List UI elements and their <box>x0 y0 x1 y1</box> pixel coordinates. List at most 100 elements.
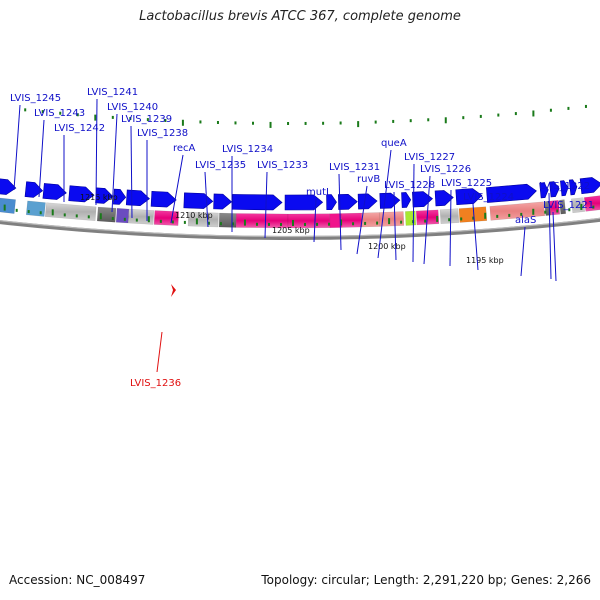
gc-tick <box>41 110 44 114</box>
gc-tick <box>392 119 395 123</box>
gc-tick <box>76 113 79 117</box>
cds-arrow <box>24 181 44 198</box>
gc-tick <box>339 121 342 125</box>
gc-tick <box>252 121 255 125</box>
cds-arrow <box>42 183 67 200</box>
gene-label: LVIS_1241 <box>87 87 138 98</box>
scale-tick <box>400 220 403 224</box>
leader-line <box>412 163 415 263</box>
feature-segment <box>25 200 46 217</box>
gc-tick <box>94 114 97 121</box>
gene-label: recA <box>173 143 196 154</box>
scale-tick <box>556 209 559 213</box>
gene-label: LVIS_1243 <box>34 108 85 119</box>
gene-label: LVIS_1231 <box>329 162 380 173</box>
cds-arrow <box>412 191 433 208</box>
feature-segment <box>458 206 488 223</box>
scale-tick <box>15 208 18 212</box>
scale-tick <box>328 222 331 226</box>
gene-label: LVIS_1242 <box>54 123 105 134</box>
gc-tick <box>146 118 149 122</box>
feature-segment <box>439 208 460 224</box>
scale-tick <box>388 218 391 225</box>
cds-arrow <box>579 177 600 195</box>
feature-segment <box>341 212 363 228</box>
gc-tick <box>111 115 114 119</box>
scale-tick <box>484 212 487 219</box>
gc-tick <box>497 113 500 117</box>
gc-tick <box>409 119 412 123</box>
topology-text: Topology: circular; Length: 2,291,220 bp… <box>261 573 591 587</box>
gc-tick <box>567 106 570 110</box>
gc-tick <box>532 110 535 117</box>
feature-segment <box>115 208 130 224</box>
cds-arrow <box>113 188 127 205</box>
gc-tick <box>269 121 272 128</box>
cds-arrow <box>284 194 324 211</box>
scale-tick <box>568 208 571 212</box>
cds-arrow <box>150 191 177 208</box>
scale-tick <box>39 211 42 215</box>
gene-label: LVIS_1245 <box>10 93 61 104</box>
leader-line <box>204 171 209 228</box>
scale-tick <box>3 204 6 211</box>
gc-tick <box>444 117 447 124</box>
gene-label: LVIS_1236 <box>130 378 181 389</box>
scale-tick <box>508 213 511 217</box>
gc-tick <box>181 119 184 126</box>
gene-label: LVIS_1235 <box>195 160 246 171</box>
leader-line <box>472 203 479 271</box>
cds-arrow <box>539 182 549 199</box>
cds-arrow <box>568 179 578 196</box>
scale-tick <box>532 208 535 215</box>
scale-tick <box>316 222 319 226</box>
scale-label: 1200 kbp <box>368 242 406 251</box>
leader-line <box>356 185 368 255</box>
gc-tick <box>462 116 465 120</box>
scale-tick <box>255 222 258 226</box>
scale-label: 1215 kbp <box>80 193 118 202</box>
gene-label: LVIS_1221 <box>543 200 594 211</box>
gc-tick <box>304 121 307 125</box>
cds-arrow <box>125 189 150 207</box>
feature-segment <box>559 199 567 215</box>
gc-tick <box>164 118 167 122</box>
scale-tick <box>195 218 198 225</box>
gene-label: LVIS_1240 <box>107 102 158 113</box>
scale-tick <box>99 213 102 220</box>
scale-tick <box>304 222 307 226</box>
scale-tick <box>243 219 246 226</box>
scale-tick <box>472 216 475 220</box>
cds-arrow <box>357 193 378 210</box>
cds-arrow <box>455 188 483 206</box>
cds-arrow <box>486 183 537 203</box>
leader-line <box>111 113 118 213</box>
gc-tick <box>427 118 430 122</box>
scale-tick <box>171 220 174 224</box>
gc-tick <box>514 112 517 116</box>
leader-line <box>520 226 526 277</box>
leader-line <box>130 125 133 219</box>
scale-tick <box>135 218 138 222</box>
gene-label: LVIS_1234 <box>222 144 273 155</box>
highlight-marker <box>171 284 176 297</box>
cds-arrow <box>326 194 337 211</box>
scale-label: 1210 kbp <box>175 211 213 220</box>
gc-tick <box>374 120 377 124</box>
gc-tick <box>584 104 587 108</box>
feature-segment <box>235 213 289 229</box>
leader-line <box>264 171 268 239</box>
scale-tick <box>111 217 114 221</box>
scale-tick <box>159 219 162 223</box>
leader-line <box>38 119 45 198</box>
scale-tick <box>496 214 499 218</box>
leader-line <box>156 331 163 373</box>
leader-line <box>170 154 184 224</box>
scale-tick <box>592 205 595 209</box>
scale-tick <box>147 216 150 223</box>
feature-segment <box>405 210 417 226</box>
gc-tick <box>129 117 132 121</box>
scale-tick <box>63 213 66 217</box>
gc-tick <box>234 121 237 125</box>
